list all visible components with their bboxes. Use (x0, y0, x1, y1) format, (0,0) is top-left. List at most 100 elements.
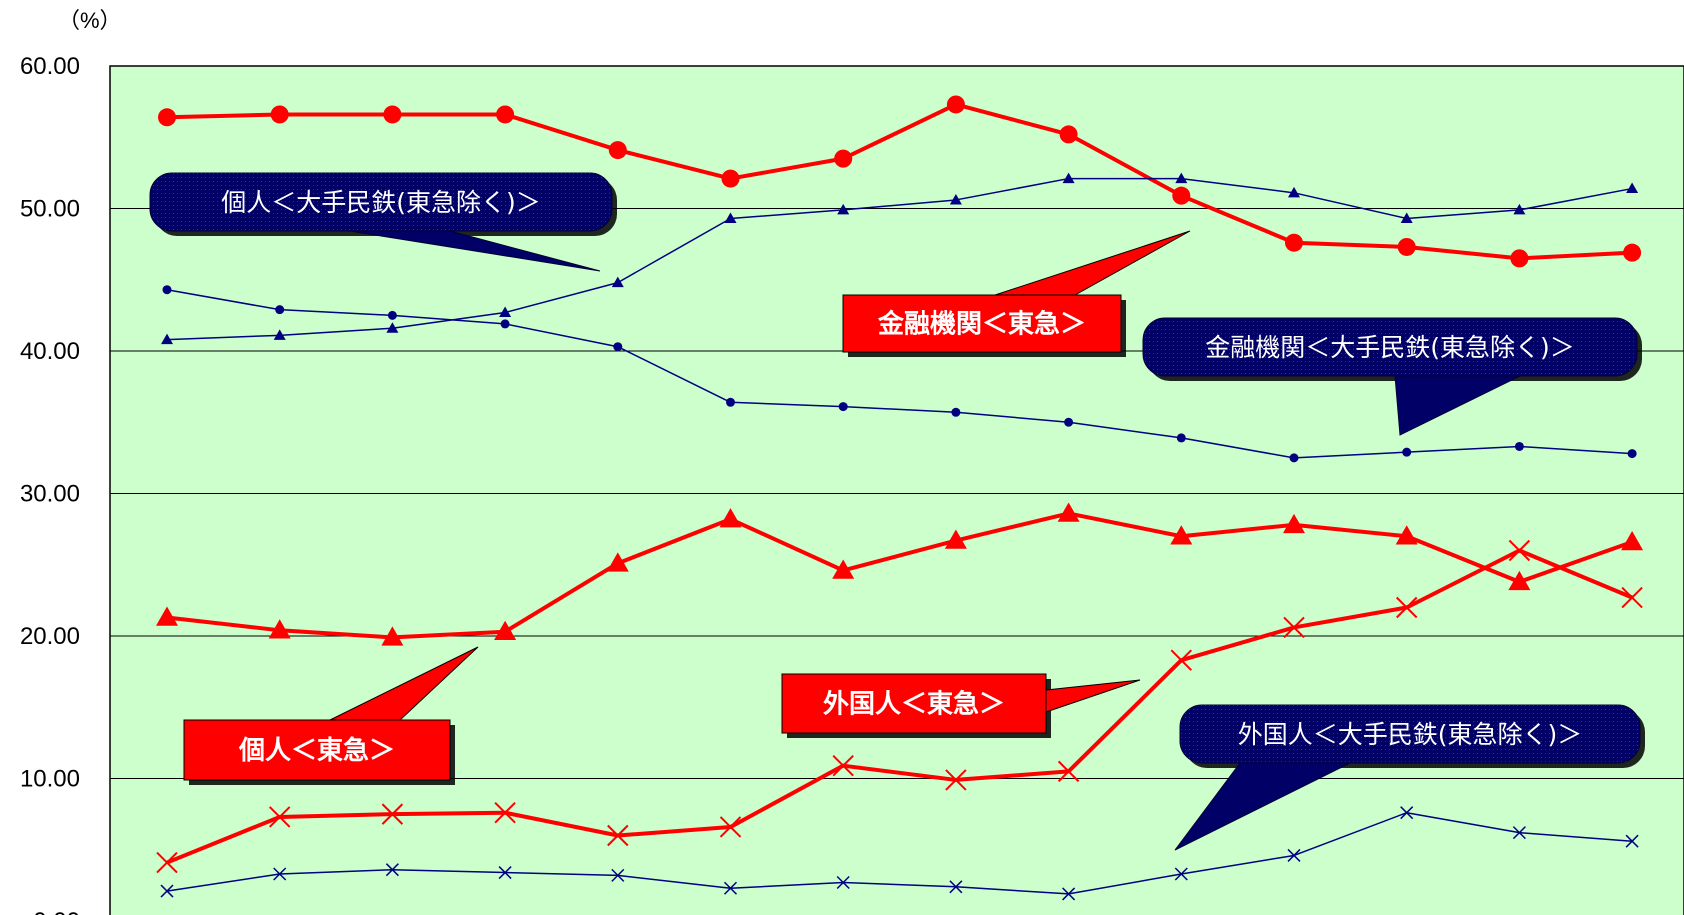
data-point (1400, 806, 1414, 820)
y-tick-label: 40.00 (20, 338, 80, 365)
series-for_major (160, 806, 1639, 901)
data-point (500, 319, 510, 329)
data-point (1057, 502, 1080, 522)
data-point (1175, 172, 1188, 184)
callout-text: 金融機関＜東急＞ (877, 309, 1086, 340)
data-point (945, 769, 967, 791)
callout-for_major_label: 外国人＜大手民鉄(東急除く)＞ (1174, 704, 1645, 851)
data-point (1623, 243, 1642, 262)
data-point (273, 867, 287, 881)
data-point (268, 619, 291, 639)
data-point (387, 310, 397, 320)
callout-for_tokyu_label: 外国人＜東急＞ (781, 673, 1141, 738)
data-point (381, 626, 404, 646)
data-point (1510, 249, 1529, 268)
data-point (268, 806, 291, 828)
data-point (270, 105, 289, 124)
data-point (1288, 186, 1300, 198)
data-point (1513, 203, 1526, 215)
data-point (611, 868, 625, 882)
data-point (949, 880, 963, 894)
y-unit-label: （%） (58, 8, 122, 33)
series-line (166, 548, 1633, 865)
data-point (606, 552, 629, 572)
series-line (166, 102, 1633, 261)
data-point (1057, 760, 1080, 783)
callout-texture (1180, 705, 1640, 763)
data-point (1397, 237, 1416, 256)
callout-text: 個人＜東急＞ (238, 736, 395, 766)
y-tick-label: 10.00 (20, 766, 80, 793)
callout-fin_tokyu_label: 金融機関＜東急＞ (842, 230, 1191, 357)
data-point (494, 801, 516, 824)
data-point (1285, 233, 1303, 252)
data-point (1627, 449, 1637, 459)
callout-ind_major_label: 個人＜大手民鉄(東急除く)＞ (149, 172, 617, 272)
data-point (1514, 441, 1524, 451)
data-point (1625, 834, 1639, 848)
data-point (1172, 186, 1191, 205)
y-tick-label: 0.00 (33, 908, 80, 915)
callouts: 個人＜大手民鉄(東急除く)＞ 金融機関＜東急＞ 金融機関＜大手民鉄(東急除く)＞ 個人… (149, 172, 1645, 851)
data-point (1508, 539, 1531, 562)
data-point (1287, 848, 1301, 862)
data-point (1062, 887, 1076, 901)
data-point (946, 95, 965, 114)
data-point (1174, 867, 1188, 881)
data-point (837, 203, 850, 215)
data-point (1395, 596, 1418, 619)
data-point (832, 559, 855, 579)
data-point (723, 881, 738, 895)
callout-ind_tokyu_label: 個人＜東急＞ (183, 646, 479, 785)
callout-fin_major_label: 金融機関＜大手民鉄(東急除く)＞ (1142, 317, 1642, 436)
series-fin_tokyu (158, 95, 1642, 268)
data-point (1400, 212, 1413, 223)
callout-text: 外国人＜東急＞ (823, 690, 1005, 720)
data-point (1059, 125, 1078, 144)
data-point (1283, 513, 1305, 534)
data-point (381, 803, 404, 825)
data-point (724, 212, 737, 223)
data-point (951, 407, 961, 417)
data-point (499, 306, 512, 318)
data-point (607, 824, 629, 847)
data-point (1283, 616, 1305, 639)
y-tick-label: 20.00 (20, 623, 80, 650)
series-for_tokyu (156, 539, 1643, 874)
data-point (834, 149, 853, 168)
data-point (613, 342, 623, 352)
callout-text: 外国人＜大手民鉄(東急除く)＞ (1238, 720, 1583, 749)
y-tick-label: 50.00 (20, 196, 80, 223)
callout-texture (1143, 318, 1637, 376)
data-point (158, 108, 176, 127)
data-point (273, 329, 286, 340)
series-line (166, 511, 1633, 640)
series-fin_major (162, 285, 1637, 463)
y-tick-label: 60.00 (20, 53, 80, 80)
series-ind_major (161, 172, 1639, 345)
data-point (1176, 433, 1186, 443)
data-point (386, 322, 399, 333)
callout-texture (150, 173, 612, 231)
callout-text: 金融機関＜大手民鉄(東急除く)＞ (1205, 333, 1575, 362)
data-point (719, 508, 742, 528)
series-line (166, 288, 1633, 459)
data-point (944, 529, 967, 549)
data-point (385, 863, 399, 877)
data-point (496, 105, 515, 124)
data-point (726, 397, 735, 407)
data-point (719, 816, 742, 838)
series-line (166, 811, 1633, 895)
data-point (1621, 530, 1644, 551)
y-axis-ticks: 0.00 10.00 20.00 30.00 40.00 50.00 60.00 (20, 53, 80, 915)
data-point (949, 193, 962, 205)
data-point (832, 754, 854, 777)
data-point (494, 620, 517, 640)
data-point (1289, 453, 1299, 463)
data-point (838, 402, 848, 412)
data-point (1512, 826, 1526, 840)
data-point (1062, 172, 1075, 184)
data-point (1170, 649, 1193, 671)
data-point (1402, 447, 1412, 457)
data-point (383, 105, 402, 124)
